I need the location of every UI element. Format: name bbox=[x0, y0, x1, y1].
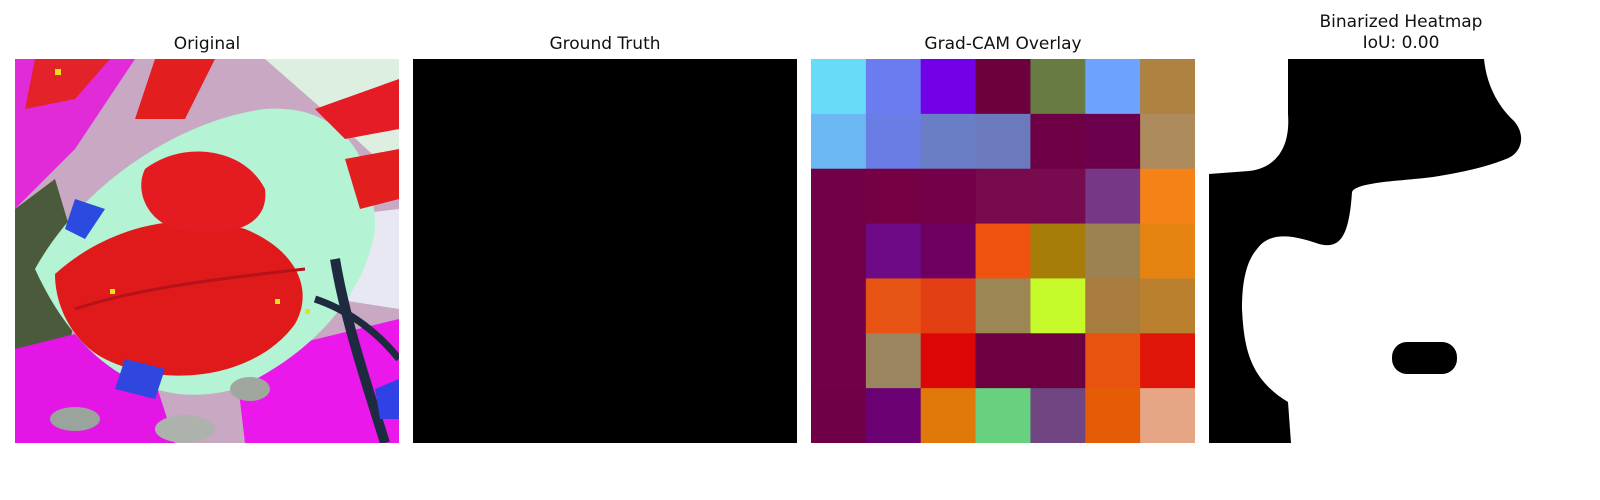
gradcam-cell bbox=[1030, 113, 1086, 170]
gradcam-cell bbox=[1085, 59, 1141, 115]
gradcam-cell bbox=[975, 168, 1031, 225]
panel-title-gradcam: Grad-CAM Overlay bbox=[924, 34, 1082, 54]
gradcam-cell bbox=[811, 113, 867, 170]
original-image bbox=[15, 59, 399, 443]
gradcam-cell bbox=[920, 388, 977, 443]
gradcam-cell bbox=[1140, 168, 1195, 225]
gradcam-cell bbox=[920, 59, 977, 115]
gradcam-cell bbox=[865, 59, 922, 115]
gradcam-cell bbox=[920, 168, 977, 225]
gradcam-cell bbox=[1085, 388, 1141, 443]
ground-truth-mask bbox=[413, 59, 797, 443]
gradcam-cell bbox=[865, 388, 922, 443]
gradcam-cell bbox=[975, 113, 1031, 170]
panel-original: Original bbox=[15, 0, 399, 500]
gradcam-cell bbox=[811, 278, 867, 334]
gradcam-cell bbox=[1140, 113, 1195, 170]
gradcam-cell bbox=[811, 168, 867, 225]
gradcam-cell bbox=[1140, 333, 1195, 389]
gradcam-cell bbox=[920, 278, 977, 334]
iou-score: IoU: 0.00 bbox=[1362, 33, 1440, 53]
gradcam-overlay bbox=[811, 59, 1195, 443]
original-image-art bbox=[15, 59, 399, 443]
gradcam-cell bbox=[1085, 333, 1141, 389]
gradcam-cell bbox=[865, 333, 922, 389]
gradcam-cell bbox=[1140, 59, 1195, 115]
panel-ground-truth: Ground Truth bbox=[413, 0, 797, 500]
binarized-heatmap bbox=[1209, 59, 1593, 443]
gradcam-cell bbox=[920, 113, 977, 170]
panel-title-original: Original bbox=[173, 34, 241, 54]
gradcam-cell bbox=[1140, 223, 1195, 279]
panel-gradcam: Grad-CAM Overlay bbox=[811, 0, 1195, 500]
gradcam-cell bbox=[975, 278, 1031, 334]
gradcam-cell bbox=[1030, 59, 1086, 115]
gradcam-cell bbox=[1030, 168, 1086, 225]
gradcam-cell bbox=[975, 223, 1031, 279]
gradcam-cell bbox=[1085, 278, 1141, 334]
panel-title-ground-truth: Ground Truth bbox=[549, 34, 661, 54]
gradcam-cell bbox=[1140, 388, 1195, 443]
gradcam-cell bbox=[1085, 113, 1141, 170]
gradcam-cell bbox=[865, 168, 922, 225]
gradcam-cell bbox=[811, 333, 867, 389]
gradcam-cell bbox=[1030, 223, 1086, 279]
gradcam-cell bbox=[865, 223, 922, 279]
binarized-heatmap-art bbox=[1209, 59, 1522, 443]
gradcam-cell bbox=[975, 333, 1031, 389]
panel-binarized: Binarized Heatmap IoU: 0.00 bbox=[1209, 0, 1593, 500]
gradcam-cell bbox=[1140, 278, 1195, 334]
gradcam-grid bbox=[811, 59, 1195, 443]
panel-title-binarized: Binarized Heatmap IoU: 0.00 bbox=[1209, 12, 1593, 54]
gradcam-cell bbox=[1085, 223, 1141, 279]
gradcam-cell bbox=[975, 59, 1031, 115]
gradcam-cell bbox=[1030, 278, 1086, 334]
gradcam-cell bbox=[865, 278, 922, 334]
gradcam-cell bbox=[811, 59, 867, 115]
gradcam-cell bbox=[811, 388, 867, 443]
gradcam-cell bbox=[1030, 388, 1086, 443]
gradcam-cell bbox=[920, 333, 977, 389]
gradcam-cell bbox=[865, 113, 922, 170]
binarized-title-line1: Binarized Heatmap bbox=[1319, 12, 1483, 32]
gradcam-cell bbox=[1085, 168, 1141, 225]
gradcam-cell bbox=[975, 388, 1031, 443]
gradcam-cell bbox=[1030, 333, 1086, 389]
gradcam-cell bbox=[811, 223, 867, 279]
gradcam-cell bbox=[920, 223, 977, 279]
